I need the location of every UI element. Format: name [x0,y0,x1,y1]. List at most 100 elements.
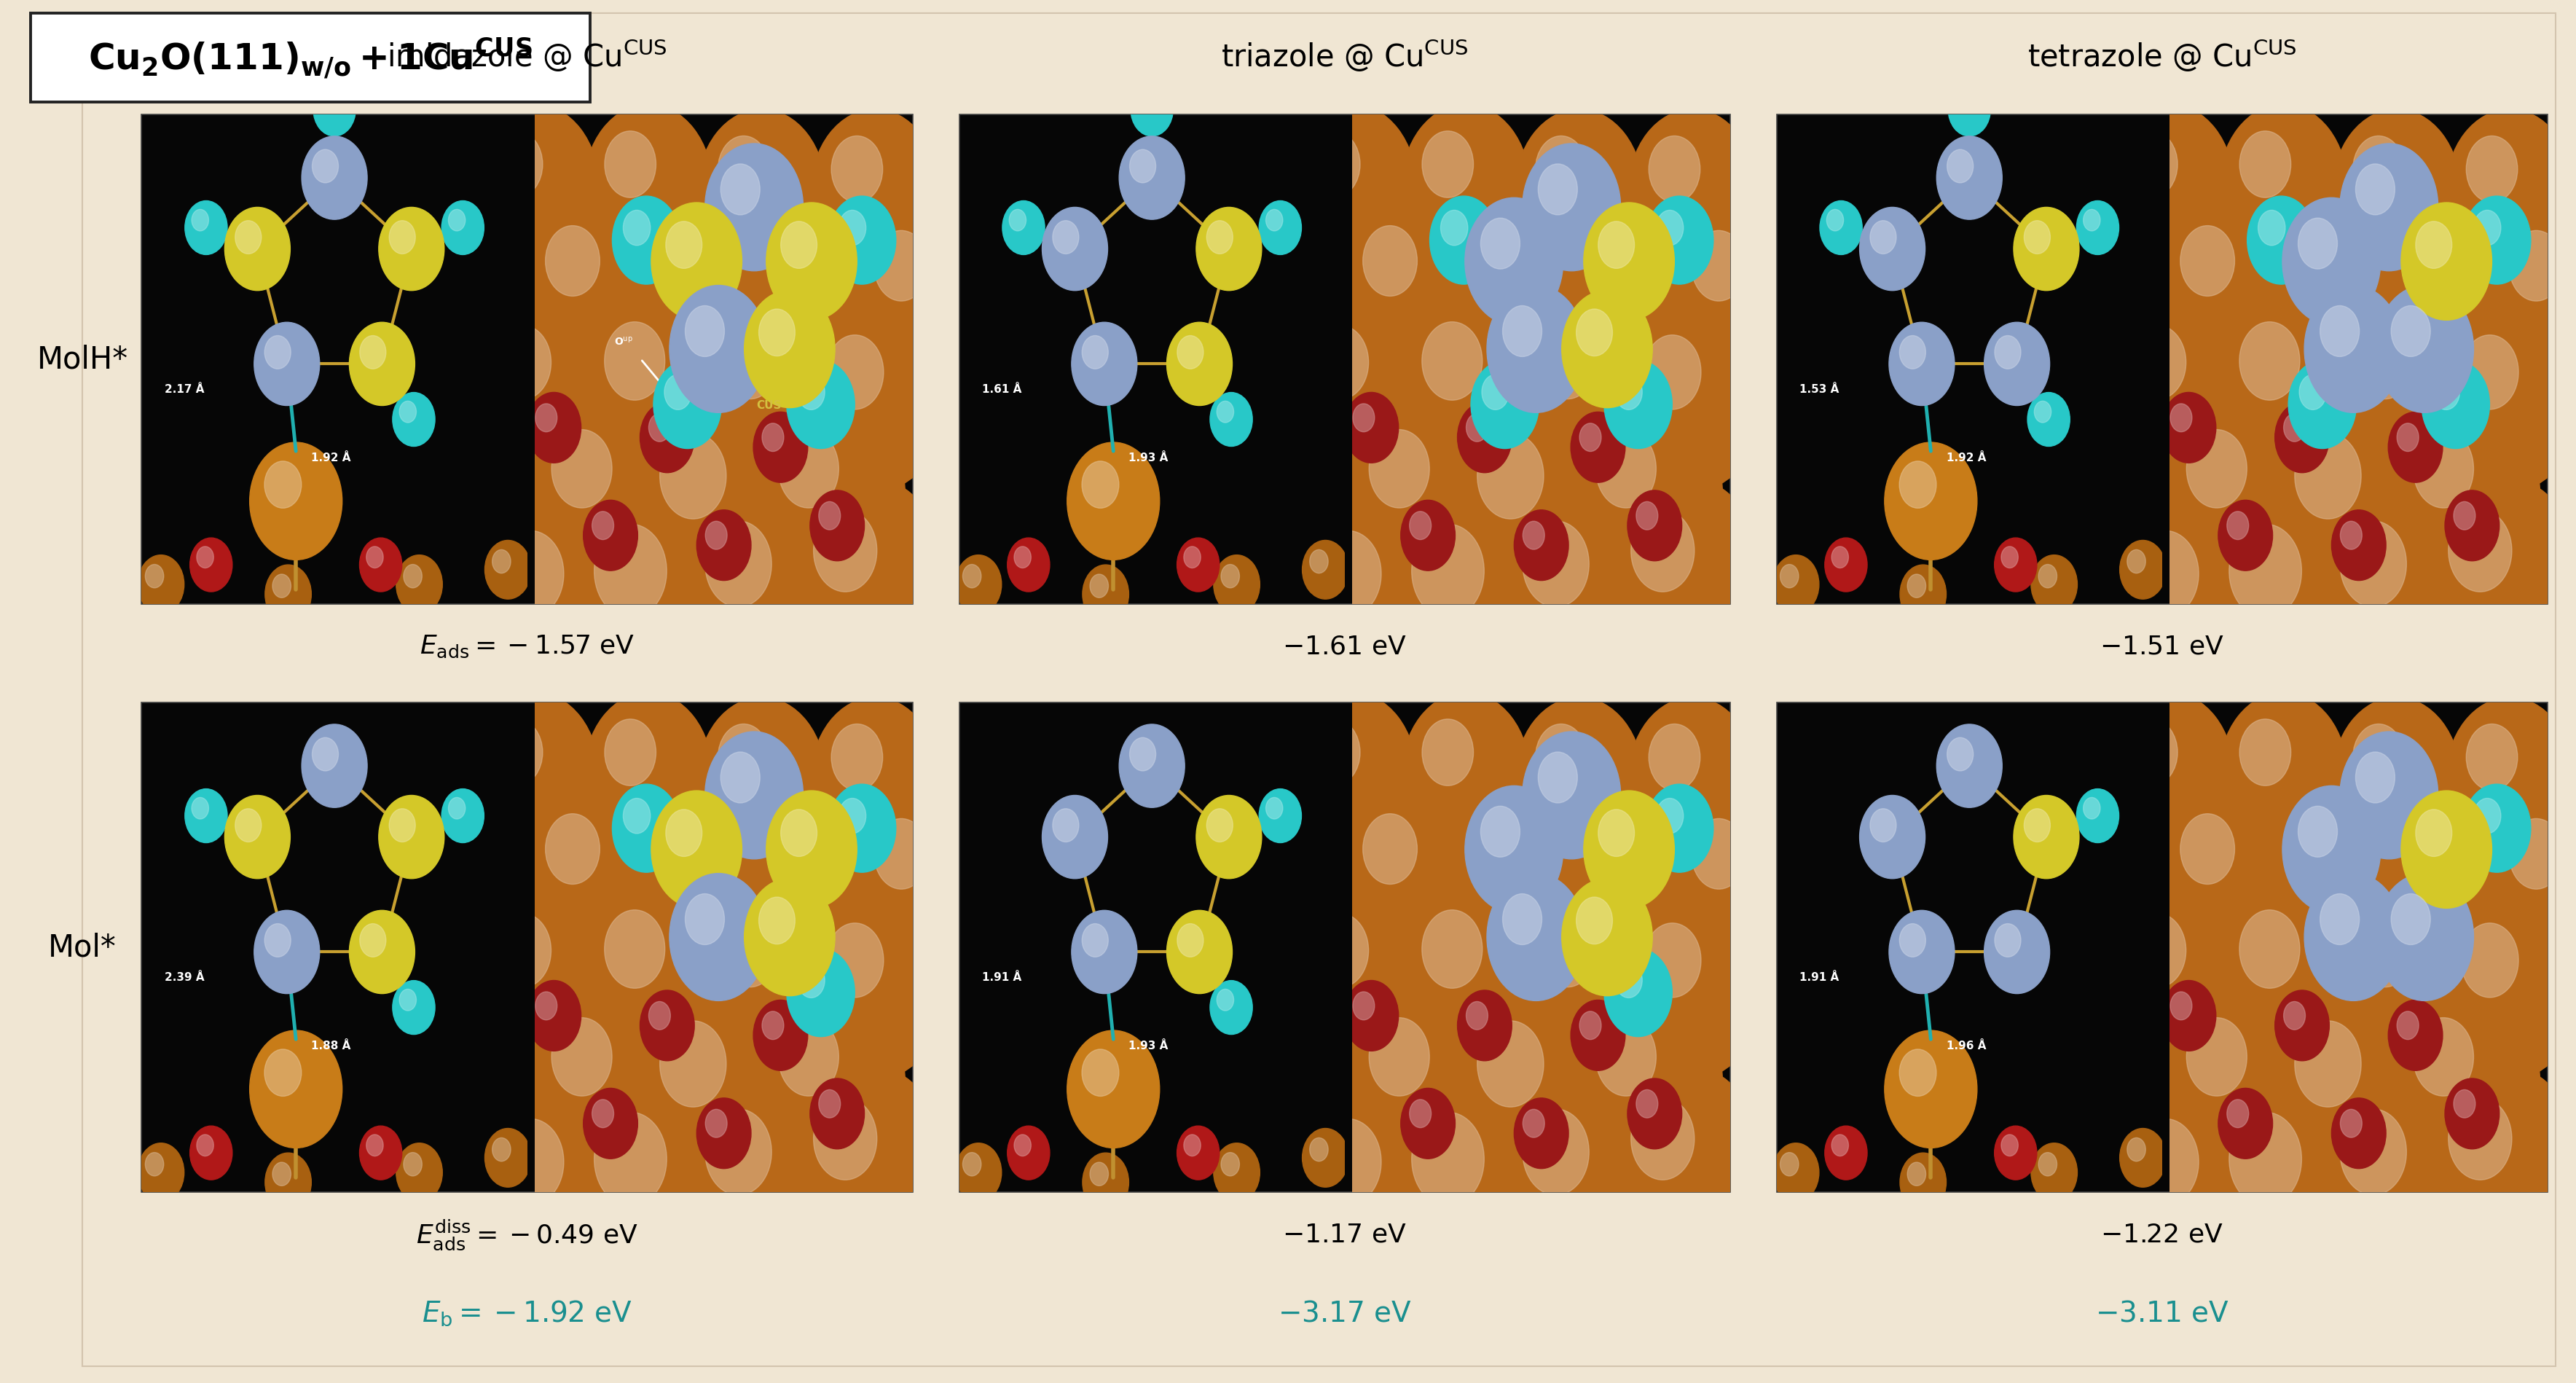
Circle shape [1412,524,1484,618]
Circle shape [1118,137,1185,220]
Circle shape [440,790,484,844]
Circle shape [2179,815,2236,885]
Circle shape [1870,809,1896,842]
Circle shape [2321,306,2360,357]
Circle shape [1620,893,1765,1080]
Circle shape [2282,1001,2306,1030]
Circle shape [1043,795,1108,878]
Circle shape [788,1065,948,1271]
Circle shape [1082,462,1118,509]
Circle shape [1399,290,1548,487]
Circle shape [2105,693,2233,859]
Circle shape [634,398,799,614]
Circle shape [1631,510,1695,592]
Circle shape [1605,477,1765,683]
Circle shape [2445,1079,2499,1149]
Circle shape [605,322,665,401]
Circle shape [1479,817,1530,884]
Text: 2.17 Å: 2.17 Å [165,383,204,394]
Circle shape [2161,986,2313,1182]
Text: 1.93 Å: 1.93 Å [1128,452,1170,463]
Circle shape [2391,893,2429,945]
Circle shape [786,361,855,449]
Circle shape [1288,496,1455,712]
Circle shape [585,105,714,271]
Circle shape [399,401,417,423]
Circle shape [1412,1112,1484,1206]
Circle shape [2025,809,2050,842]
Circle shape [1540,917,1595,987]
Circle shape [2396,423,2419,452]
Circle shape [853,203,989,379]
Circle shape [1422,910,1481,989]
Circle shape [765,791,858,909]
Circle shape [2084,798,2099,819]
Circle shape [873,819,927,889]
Circle shape [1054,221,1079,254]
Circle shape [2447,1098,2512,1180]
Circle shape [832,725,884,791]
Circle shape [2105,1084,2272,1300]
Circle shape [448,210,466,231]
Circle shape [2295,433,2362,520]
Text: $-3.17$ eV: $-3.17$ eV [1278,1299,1412,1326]
Circle shape [744,878,835,996]
Circle shape [1937,725,2002,808]
Circle shape [551,1018,613,1097]
Circle shape [564,1075,747,1310]
Circle shape [809,491,866,561]
Circle shape [448,798,466,819]
Circle shape [497,531,564,617]
Circle shape [2306,874,2403,1001]
Circle shape [2460,924,2519,997]
Circle shape [1221,1152,1239,1176]
Circle shape [1646,784,1713,873]
Circle shape [613,196,680,285]
Circle shape [1422,719,1473,786]
Circle shape [392,393,435,447]
Circle shape [1628,109,1757,277]
Circle shape [273,1162,291,1185]
Circle shape [366,546,384,568]
Circle shape [265,1050,301,1097]
Circle shape [585,693,714,859]
Circle shape [1984,322,2050,407]
Circle shape [2282,414,2306,443]
Circle shape [536,992,556,1021]
Circle shape [2030,556,2076,614]
Circle shape [665,223,703,268]
Circle shape [2331,1098,2385,1169]
Circle shape [250,443,343,560]
Circle shape [1221,564,1239,588]
Circle shape [2161,398,2313,595]
Circle shape [1636,502,1659,530]
Circle shape [1265,210,1283,231]
Circle shape [1260,202,1301,256]
Circle shape [1195,795,1262,878]
Circle shape [1535,725,1587,791]
Circle shape [2226,1099,2249,1127]
Circle shape [1669,203,1806,379]
Circle shape [484,1129,531,1187]
Circle shape [1819,202,1862,256]
Circle shape [592,1099,613,1127]
Circle shape [2321,893,2360,945]
Circle shape [1342,786,1476,963]
Circle shape [1947,151,1973,184]
Circle shape [1571,412,1625,483]
Circle shape [492,719,544,786]
Circle shape [1540,329,1595,400]
Circle shape [1669,791,1806,967]
Text: 1.91 Å: 1.91 Å [981,971,1023,982]
Circle shape [265,462,301,509]
Circle shape [1383,1075,1564,1310]
Circle shape [2014,207,2079,290]
Circle shape [698,697,827,864]
Circle shape [1288,105,1417,271]
Circle shape [2133,531,2200,617]
Circle shape [2331,697,2460,864]
Circle shape [2445,109,2573,277]
Circle shape [649,414,670,443]
Circle shape [546,815,600,885]
Circle shape [2228,524,2300,618]
